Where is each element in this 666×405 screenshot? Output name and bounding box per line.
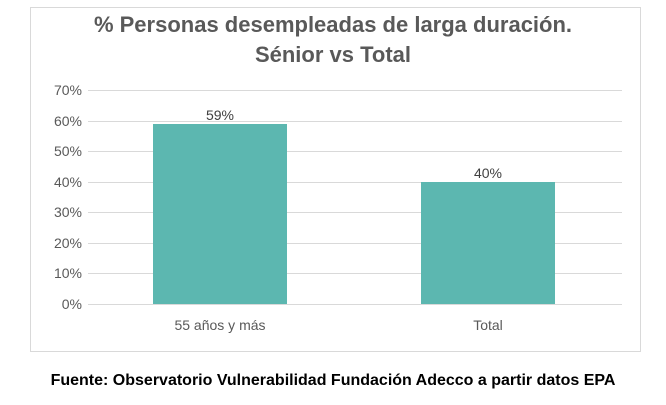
source-caption: Fuente: Observatorio Vulnerabilidad Fund… <box>50 372 616 389</box>
gridline <box>88 304 622 305</box>
y-tick-label: 60% <box>53 113 82 129</box>
y-tick-label: 10% <box>53 265 82 281</box>
bar <box>421 182 555 304</box>
y-tick-label: 50% <box>53 143 82 159</box>
y-tick-label: 0% <box>61 296 82 312</box>
gridline <box>88 182 622 183</box>
gridline <box>88 243 622 244</box>
bar <box>153 124 287 304</box>
x-category-label: 55 años y más <box>174 317 266 333</box>
gridline <box>88 273 622 274</box>
gridline <box>88 90 622 91</box>
gridline <box>88 212 622 213</box>
chart-title-line-1: % Personas desempleadas de larga duració… <box>93 12 573 37</box>
y-tick-label: 20% <box>53 235 82 251</box>
chart-title-line-2: Sénior vs Total <box>254 42 412 67</box>
y-tick-label: 40% <box>53 174 82 190</box>
x-category-label: Total <box>473 317 503 333</box>
gridline <box>88 151 622 152</box>
y-tick-label: 70% <box>53 82 82 98</box>
chart-title: % Personas desempleadas de larga duració… <box>0 10 666 70</box>
y-tick-label: 30% <box>53 204 82 220</box>
data-label: 59% <box>205 107 235 123</box>
gridline <box>88 121 622 122</box>
data-label: 40% <box>473 165 503 181</box>
